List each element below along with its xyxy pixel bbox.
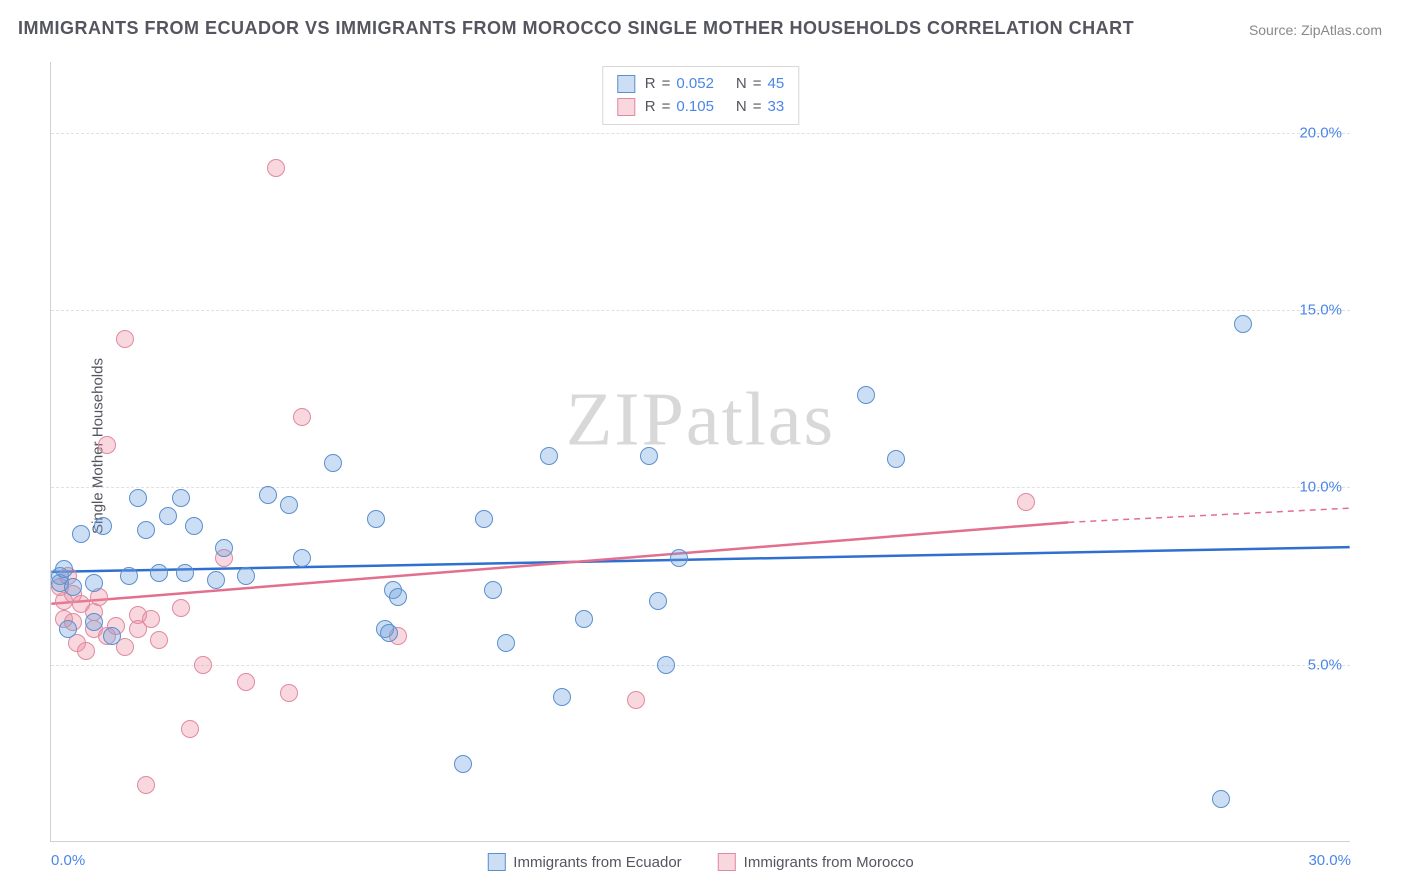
data-point [380, 624, 398, 642]
data-point [98, 436, 116, 454]
data-point [627, 691, 645, 709]
data-point [94, 517, 112, 535]
data-point [649, 592, 667, 610]
data-point [55, 560, 73, 578]
data-point [575, 610, 593, 628]
legend-label: Immigrants from Morocco [744, 854, 914, 871]
swatch-ecuador-icon [487, 853, 505, 871]
legend-row-morocco: R=0.105 N=33 [617, 96, 784, 119]
data-point [484, 581, 502, 599]
watermark-text: ZIPatlas [566, 377, 835, 464]
x-tick: 0.0% [51, 852, 85, 869]
data-point [215, 539, 233, 557]
data-point [640, 447, 658, 465]
data-point [150, 564, 168, 582]
data-point [259, 486, 277, 504]
legend-row-ecuador: R=0.052 N=45 [617, 73, 784, 96]
data-point [670, 549, 688, 567]
data-point [172, 599, 190, 617]
data-point [1234, 315, 1252, 333]
data-point [137, 521, 155, 539]
data-point [207, 571, 225, 589]
y-tick: 10.0% [1299, 479, 1342, 496]
y-tick: 5.0% [1308, 656, 1342, 673]
data-point [172, 489, 190, 507]
legend-label: Immigrants from Ecuador [513, 854, 681, 871]
data-point [194, 656, 212, 674]
x-tick: 30.0% [1308, 852, 1351, 869]
data-point [497, 634, 515, 652]
data-point [1212, 790, 1230, 808]
y-tick: 20.0% [1299, 124, 1342, 141]
data-point [887, 450, 905, 468]
data-point [159, 507, 177, 525]
data-point [72, 525, 90, 543]
data-point [176, 564, 194, 582]
data-point [553, 688, 571, 706]
data-point [367, 510, 385, 528]
data-point [454, 755, 472, 773]
data-point [137, 776, 155, 794]
data-point [324, 454, 342, 472]
correlation-legend: R=0.052 N=45 R=0.105 N=33 [602, 66, 799, 125]
data-point [85, 613, 103, 631]
data-point [181, 720, 199, 738]
swatch-morocco-icon [718, 853, 736, 871]
source-label: Source: ZipAtlas.com [1249, 22, 1382, 38]
data-point [116, 330, 134, 348]
data-point [280, 496, 298, 514]
data-point [120, 567, 138, 585]
data-point [389, 588, 407, 606]
series-legend: Immigrants from Ecuador Immigrants from … [487, 853, 913, 871]
data-point [475, 510, 493, 528]
data-point [293, 408, 311, 426]
data-point [103, 627, 121, 645]
data-point [293, 549, 311, 567]
data-point [150, 631, 168, 649]
data-point [59, 620, 77, 638]
data-point [280, 684, 298, 702]
swatch-morocco [617, 98, 635, 116]
data-point [540, 447, 558, 465]
data-point [267, 159, 285, 177]
data-point [77, 642, 95, 660]
legend-item-morocco: Immigrants from Morocco [718, 853, 914, 871]
data-point [657, 656, 675, 674]
data-point [85, 574, 103, 592]
data-point [142, 610, 160, 628]
regression-lines [51, 62, 1350, 841]
data-point [1017, 493, 1035, 511]
scatter-plot: ZIPatlas R=0.052 N=45 R=0.105 N=33 Immig… [50, 62, 1350, 842]
data-point [857, 386, 875, 404]
legend-item-ecuador: Immigrants from Ecuador [487, 853, 681, 871]
data-point [185, 517, 203, 535]
data-point [237, 567, 255, 585]
swatch-ecuador [617, 75, 635, 93]
data-point [237, 673, 255, 691]
data-point [64, 578, 82, 596]
chart-title: IMMIGRANTS FROM ECUADOR VS IMMIGRANTS FR… [18, 18, 1134, 39]
data-point [129, 489, 147, 507]
y-tick: 15.0% [1299, 302, 1342, 319]
